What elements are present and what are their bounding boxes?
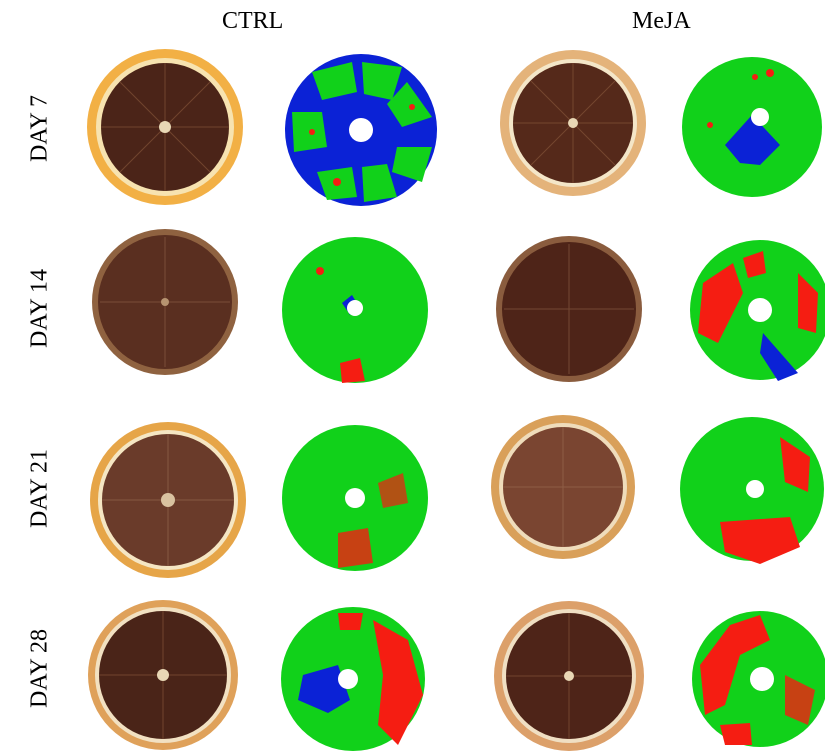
orange-photo-ctrl-day7 [85,45,245,210]
segmentation-ctrl-day21 [278,423,433,573]
segmentation-meja-day28 [690,605,825,753]
segmentation-ctrl-day7 [282,52,440,208]
orange-photo-ctrl-day14 [90,225,240,380]
segmentation-ctrl-day14 [280,233,430,388]
segmentation-meja-day14 [688,233,825,388]
row-label-day28: DAY 28 [26,629,53,708]
orange-photo-ctrl-day28 [86,598,241,753]
orange-photo-meja-day21 [488,415,638,560]
column-header-ctrl: CTRL [222,8,284,34]
orange-photo-meja-day28 [492,598,647,754]
orange-photo-ctrl-day21 [88,420,248,580]
column-header-meja: MeJA [632,8,691,34]
row-label-day14: DAY 14 [26,269,53,348]
row-label-day7: DAY 7 [26,95,53,162]
segmentation-ctrl-day28 [278,605,428,753]
row-label-day21: DAY 21 [26,449,53,528]
segmentation-meja-day7 [680,55,825,200]
orange-photo-meja-day14 [494,232,644,387]
orange-photo-meja-day7 [498,48,648,198]
segmentation-meja-day21 [680,412,825,567]
